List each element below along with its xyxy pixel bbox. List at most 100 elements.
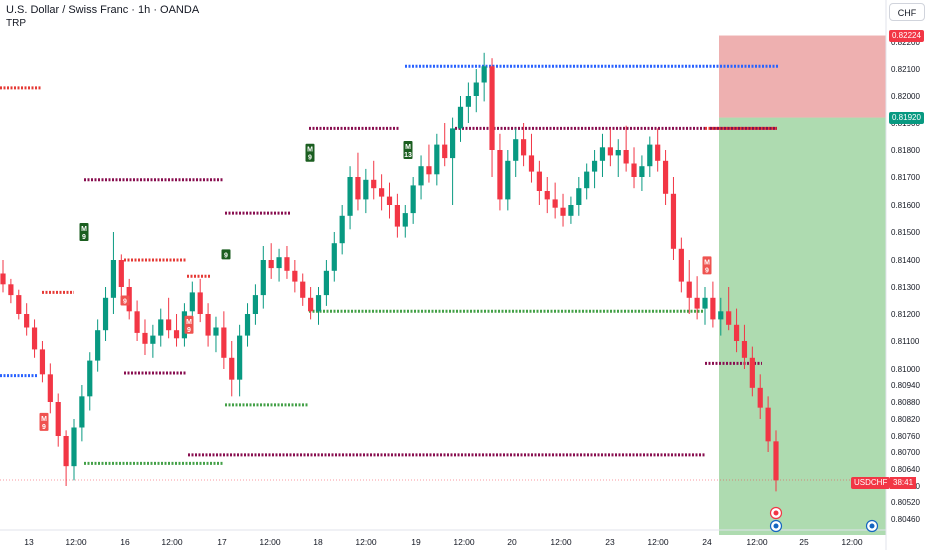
- time-tick-label: 16: [120, 537, 130, 547]
- candle: [244, 303, 251, 347]
- price-tick-label: 0.81500: [891, 228, 920, 237]
- candle: [749, 346, 755, 397]
- candle-body: [615, 150, 621, 156]
- candle: [284, 246, 290, 279]
- candle: [552, 182, 558, 219]
- event-icon-dot: [773, 523, 779, 529]
- stop-loss-zone: [719, 35, 886, 118]
- candle-body: [434, 144, 440, 175]
- candle-body: [244, 314, 251, 336]
- candle: [528, 133, 535, 183]
- candle-body: [410, 185, 416, 214]
- candle: [402, 205, 408, 238]
- candle: [379, 174, 385, 211]
- level-lines: [0, 64, 886, 481]
- signal-marker-text: M: [81, 226, 87, 233]
- candle-body: [473, 82, 479, 96]
- candle-body: [79, 396, 85, 428]
- signal-marker-text: 9: [224, 252, 228, 259]
- candle-body: [386, 196, 393, 205]
- currency-button[interactable]: CHF: [889, 3, 925, 21]
- candle-body: [39, 349, 46, 375]
- candle: [623, 125, 629, 172]
- candle-body: [308, 297, 314, 312]
- candle: [363, 168, 369, 214]
- candle-body: [173, 330, 180, 339]
- candle: [599, 133, 606, 177]
- signal-marker: M9: [184, 315, 194, 334]
- candle-body: [773, 441, 779, 481]
- candle-body: [631, 163, 637, 177]
- signal-marker: M9: [79, 223, 89, 241]
- candle-body: [528, 155, 535, 172]
- candle-body: [260, 260, 266, 296]
- candle-body: [55, 402, 61, 436]
- candle: [457, 96, 464, 142]
- signal-marker-text: 9: [42, 424, 46, 431]
- candle: [505, 150, 511, 211]
- candle: [16, 289, 22, 320]
- candle-body: [213, 327, 219, 336]
- time-tick-label: 12:00: [259, 537, 281, 547]
- candle: [568, 196, 574, 224]
- price-tick-label: 0.82200: [891, 38, 920, 47]
- time-tick-label: 19: [411, 537, 421, 547]
- candle: [79, 385, 85, 442]
- candle-body: [24, 314, 30, 328]
- price-tick-label: 0.80460: [891, 515, 920, 524]
- candle: [655, 128, 661, 172]
- candle-body: [513, 139, 519, 161]
- candle: [31, 319, 38, 358]
- candle: [8, 278, 14, 304]
- signal-marker: M13: [403, 141, 413, 159]
- time-tick-label: 12:00: [746, 537, 768, 547]
- signal-marker: 9: [221, 249, 231, 260]
- candle-body: [623, 150, 629, 164]
- candle: [205, 303, 211, 347]
- candle-body: [505, 160, 511, 200]
- candle-body: [607, 147, 613, 156]
- candle-body: [221, 327, 227, 358]
- price-tick-label: 0.80940: [891, 381, 920, 390]
- candle-body: [591, 160, 598, 172]
- signal-marker-text: 9: [187, 327, 191, 334]
- candle: [87, 352, 93, 411]
- candle-body: [292, 270, 298, 282]
- candle-body: [599, 147, 606, 161]
- candle-body: [489, 66, 495, 150]
- candle-body: [726, 311, 732, 325]
- signal-marker: M9: [305, 143, 315, 162]
- candle: [520, 123, 527, 167]
- candle: [213, 316, 219, 353]
- price-tick-label: 0.82100: [891, 65, 920, 74]
- signal-marker-text: 9: [705, 267, 709, 274]
- time-tick-label: 12:00: [550, 537, 572, 547]
- candle: [47, 363, 53, 414]
- price-tick-label: 0.81200: [891, 310, 920, 319]
- candle: [394, 193, 400, 238]
- candle-body: [710, 297, 716, 320]
- price-tick-label: 0.81300: [891, 283, 920, 292]
- candle: [702, 287, 708, 325]
- candle: [694, 276, 700, 320]
- candle-body: [686, 281, 692, 298]
- candle-body: [134, 311, 140, 333]
- candle-body: [662, 160, 669, 194]
- candle: [765, 396, 771, 452]
- candle: [347, 166, 353, 230]
- time-tick-label: 12:00: [65, 537, 87, 547]
- price-tick-label: 0.80820: [891, 415, 920, 424]
- candle: [315, 287, 322, 325]
- signal-marker-box: [39, 412, 49, 431]
- candle: [134, 300, 140, 341]
- candle-body: [355, 177, 361, 200]
- signal-marker-text: 9: [82, 234, 86, 241]
- candle: [584, 163, 590, 200]
- price-tick-label: 0.80760: [891, 432, 920, 441]
- candle-body: [150, 335, 156, 344]
- time-axis[interactable]: 13 12:00 16 12:00 17 12:00 18 12:00 19 12:00 20 12:…: [24, 537, 863, 547]
- candle: [576, 177, 582, 216]
- candle-body: [647, 144, 653, 167]
- indicator-label[interactable]: TRP: [6, 18, 26, 29]
